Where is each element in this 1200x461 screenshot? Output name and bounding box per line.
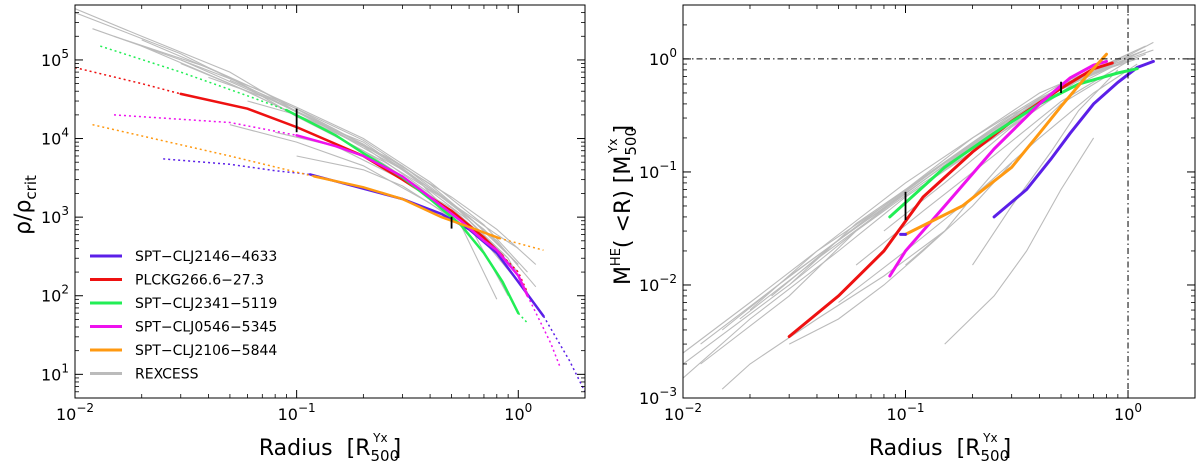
left-series-spt-clj2146-4633-extrapolation-outer	[542, 315, 585, 393]
right-background-curves	[683, 41, 1154, 390]
left-y-tick-label: 101	[41, 361, 69, 384]
left-markers	[295, 108, 453, 229]
left-series-spt-clj0546-5345-extrapolation-outer	[526, 295, 562, 369]
left-axes-frame	[74, 4, 586, 399]
left-series-spt-clj2341-5119-line	[285, 108, 520, 315]
left-series-spt-clj2106-5844-line	[312, 175, 501, 240]
right-y-tick-label: 10−3	[639, 385, 677, 408]
legend-item-spt-clj2146-4633: SPT−CLJ2146−4633	[90, 249, 277, 265]
right-rexcess-curve-5	[749, 41, 1154, 311]
legend-label: REXCESS	[135, 367, 199, 383]
left-y-axis-label: ρ/ρcrit	[11, 175, 40, 235]
right-rexcess-curve-13	[972, 69, 1119, 266]
left-x-tick-label: 10−1	[278, 401, 316, 424]
left-series-spt-clj2341-5119-extrapolation-outer	[517, 312, 529, 324]
right-rexcess-curve-15	[838, 63, 1138, 303]
right-series-plckg266-6-27-3-line	[787, 61, 1114, 338]
left-y-tick-label: 103	[41, 204, 69, 227]
left-x-tick-label: 10−2	[56, 401, 94, 424]
right-series-spt-clj0546-5345-line	[888, 59, 1108, 278]
right-axes-frame	[682, 4, 1196, 399]
left-rexcess-curve-13	[229, 79, 537, 288]
right-x-tick-label: 10−1	[886, 401, 924, 424]
right-rexcess-curve-0	[683, 49, 1154, 379]
legend-label: SPT−CLJ0546−5345	[135, 320, 277, 336]
left-panel: 10−2 10−1 100 101 102 103 104 105 SPT−CLJ2146−4…	[11, 4, 586, 461]
left-series-spt-clj0546-5345-line	[295, 134, 529, 297]
left-rexcess-curve-5	[180, 62, 519, 249]
left-series-group	[75, 45, 585, 393]
legend-item-spt-clj2341-5119: SPT−CLJ2341−5119	[90, 296, 277, 312]
left-ticks: 10−2 10−1 100 101 102 103 104 105	[41, 5, 585, 424]
right-markers	[904, 81, 1062, 221]
right-x-tick-label: 10−2	[664, 401, 702, 424]
right-rexcess-curve-7	[788, 58, 1119, 286]
right-reference-lines	[683, 5, 1195, 398]
left-y-tick-label: 102	[41, 283, 69, 306]
left-series-spt-clj0546-5345-extrapolation-inner	[113, 114, 297, 137]
right-rexcess-curve-12	[788, 162, 1013, 345]
right-rexcess-curve-14	[944, 137, 1095, 345]
legend-label: SPT−CLJ2106−5844	[135, 343, 277, 359]
left-rexcess-curve-11	[275, 131, 528, 293]
legend-item-plckg266-6-27-3: PLCKG266.6−27.3	[90, 273, 264, 289]
left-series-spt-clj2341-5119-extrapolation-inner	[100, 45, 287, 111]
right-y-tick-label: 10−2	[639, 272, 677, 295]
right-y-tick-label: 100	[649, 46, 677, 69]
left-series-spt-clj2106-5844-extrapolation-inner	[92, 123, 315, 178]
left-x-tick-label: 100	[504, 401, 532, 424]
right-y-tick-label: 10−1	[639, 159, 677, 182]
right-series-spt-clj2146-4633-line	[992, 59, 1155, 219]
left-x-axis-label: Radius [R500Yx]	[259, 431, 401, 461]
right-x-tick-label: 100	[1114, 401, 1142, 424]
left-series-plckg266-6-27-3-line	[179, 92, 504, 258]
right-series-spt-clj2106-5844-line	[904, 52, 1108, 236]
left-rexcess-curve-0	[75, 8, 519, 283]
left-series-plckg266-6-27-3-extrapolation-inner	[75, 66, 181, 95]
left-series-spt-clj2146-4633-extrapolation-inner	[163, 158, 311, 176]
left-legend: SPT−CLJ2146−4633 PLCKG266.6−27.3 SPT−CLJ23…	[90, 249, 277, 383]
right-y-axis-label: MHE( <R) [M500Yx]	[606, 125, 640, 285]
left-y-tick-label: 104	[41, 126, 69, 149]
right-x-axis-label: Radius [R500Yx]	[869, 431, 1011, 461]
legend-label: PLCKG266.6−27.3	[135, 273, 264, 289]
left-y-tick-label: 105	[41, 47, 69, 70]
legend-label: SPT−CLJ2146−4633	[135, 249, 277, 265]
legend-item-spt-clj2106-5844: SPT−CLJ2106−5844	[90, 343, 277, 359]
left-rexcess-curve-3	[113, 35, 528, 273]
right-rexcess-curve-6	[700, 53, 1146, 365]
right-series-group	[787, 52, 1155, 338]
legend-item-rexcess: REXCESS	[90, 367, 199, 383]
left-rexcess-curve-8	[247, 100, 498, 300]
legend-label: SPT−CLJ2341−5119	[135, 296, 277, 312]
right-rexcess-curve-10	[721, 230, 946, 390]
legend-item-spt-clj0546-5345: SPT−CLJ0546−5345	[90, 320, 277, 336]
right-rexcess-curve-17	[883, 49, 1146, 232]
